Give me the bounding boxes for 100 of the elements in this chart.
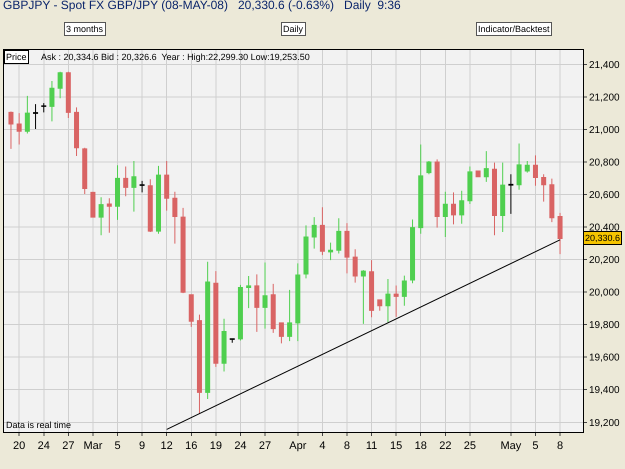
candlestick	[492, 162, 497, 236]
candlestick	[500, 162, 506, 233]
candlestick	[172, 191, 178, 244]
y-tick-label: 21,200	[589, 92, 620, 104]
candlestick	[418, 144, 424, 234]
x-tick-label: 9	[139, 440, 146, 452]
annotation: Price	[6, 52, 27, 62]
candlestick	[164, 160, 170, 212]
x-tick-label: 20	[13, 440, 26, 452]
x-tick-label: 25	[464, 440, 476, 452]
candlestick	[222, 318, 227, 372]
y-tick-label: 20,000	[589, 288, 620, 299]
candlestick	[106, 198, 112, 234]
candlestick	[352, 248, 358, 284]
candlestick	[246, 275, 252, 309]
candlestick	[426, 160, 432, 175]
candlestick	[467, 166, 472, 204]
candlestick	[312, 216, 317, 250]
y-tick-label: 19,200	[589, 418, 620, 429]
candlestick	[532, 154, 538, 186]
candlestick	[344, 222, 350, 274]
candlestick	[394, 285, 399, 318]
candlestick	[74, 106, 80, 156]
x-tick-label: Mar	[83, 440, 103, 452]
candlestick	[8, 110, 14, 150]
y-tick-label: 20,400	[589, 222, 620, 234]
candlestick	[230, 338, 235, 344]
candlestick	[434, 158, 440, 228]
y-tick-label: 20,600	[589, 190, 620, 202]
candlestick	[410, 219, 416, 284]
candlestick	[262, 262, 268, 330]
candlestick	[41, 102, 46, 113]
candlestick	[24, 95, 30, 134]
candlestick	[320, 206, 325, 256]
y-tick-label: 20,800	[589, 158, 620, 169]
x-tick-label: 11	[366, 440, 378, 452]
candlestick	[484, 150, 489, 182]
candlestick	[131, 160, 136, 212]
x-tick-label: 24	[234, 440, 247, 452]
x-tick-label: 12	[160, 440, 173, 452]
candlestick	[16, 112, 22, 145]
candlestick	[205, 261, 210, 400]
candlestick	[278, 322, 284, 344]
candlestick	[516, 142, 522, 190]
candlestick	[459, 190, 464, 224]
y-tick-label: 21,000	[589, 125, 620, 136]
x-tick-label: 4	[319, 440, 326, 452]
candlestick	[58, 71, 63, 99]
candlestick	[66, 71, 71, 118]
x-tick-label: 16	[185, 440, 198, 452]
candlestick	[270, 283, 276, 334]
text: 3 months	[66, 24, 104, 34]
x-tick-label: 22	[439, 440, 452, 452]
x-tick-label: 27	[62, 440, 74, 452]
x-tick-label: 24	[38, 440, 50, 452]
candlestick	[328, 242, 334, 261]
candlestick	[476, 170, 481, 178]
candlestick	[188, 294, 194, 328]
candlestick	[524, 160, 530, 174]
text: Daily	[283, 24, 304, 34]
text: Indicator/Backtest	[478, 24, 550, 34]
x-tick-label: 8	[556, 440, 564, 452]
candlestick	[451, 192, 456, 225]
candlestick	[508, 174, 514, 214]
candlestick	[303, 224, 309, 279]
x-tick-label: 5	[532, 440, 539, 452]
y-tick-label: 21,400	[589, 60, 620, 72]
x-tick-label: 27	[258, 440, 272, 452]
chart-title: GBPJPY - Spot FX GBP/JPY (08-MAY-08) 20,330.6 (-0.63%) Daily 9:36	[3, 0, 402, 12]
x-tick-label: 19	[210, 440, 222, 452]
y-tick-label: 19,800	[589, 320, 620, 332]
annotation: Data is real time	[6, 420, 72, 430]
candlestick	[82, 147, 88, 195]
candlestick	[140, 180, 145, 193]
candlestick	[541, 174, 546, 202]
candlestick	[156, 165, 161, 234]
y-tick-label: 19,600	[589, 352, 620, 364]
candlestick	[123, 166, 128, 197]
candlestick	[33, 104, 38, 130]
candlestick	[295, 262, 300, 342]
candlestick	[148, 178, 153, 233]
y-tick-label: 19,400	[589, 385, 620, 396]
chart-subtitle: Ask : 20,334.6 Bid : 20,326.6 Year : High:22,299.30 Low:19,253.50	[41, 52, 310, 62]
candlestick	[558, 212, 563, 255]
candlestick	[369, 260, 374, 318]
candlestick	[238, 284, 243, 341]
y-tick-label: 20,200	[589, 255, 620, 266]
x-tick-label: May	[500, 440, 522, 452]
candlestick	[90, 191, 96, 218]
x-tick-label: Apr	[289, 440, 307, 452]
candlestick	[49, 80, 54, 122]
candlestick	[442, 191, 448, 238]
candlestick	[213, 270, 218, 368]
x-tick-label: 5	[114, 440, 121, 452]
candlestick	[287, 289, 292, 342]
candlestick	[196, 314, 202, 414]
x-tick-label: 18	[414, 440, 427, 452]
candlestick	[98, 196, 104, 236]
x-tick-label: 15	[390, 440, 402, 452]
candlestick	[254, 274, 260, 332]
